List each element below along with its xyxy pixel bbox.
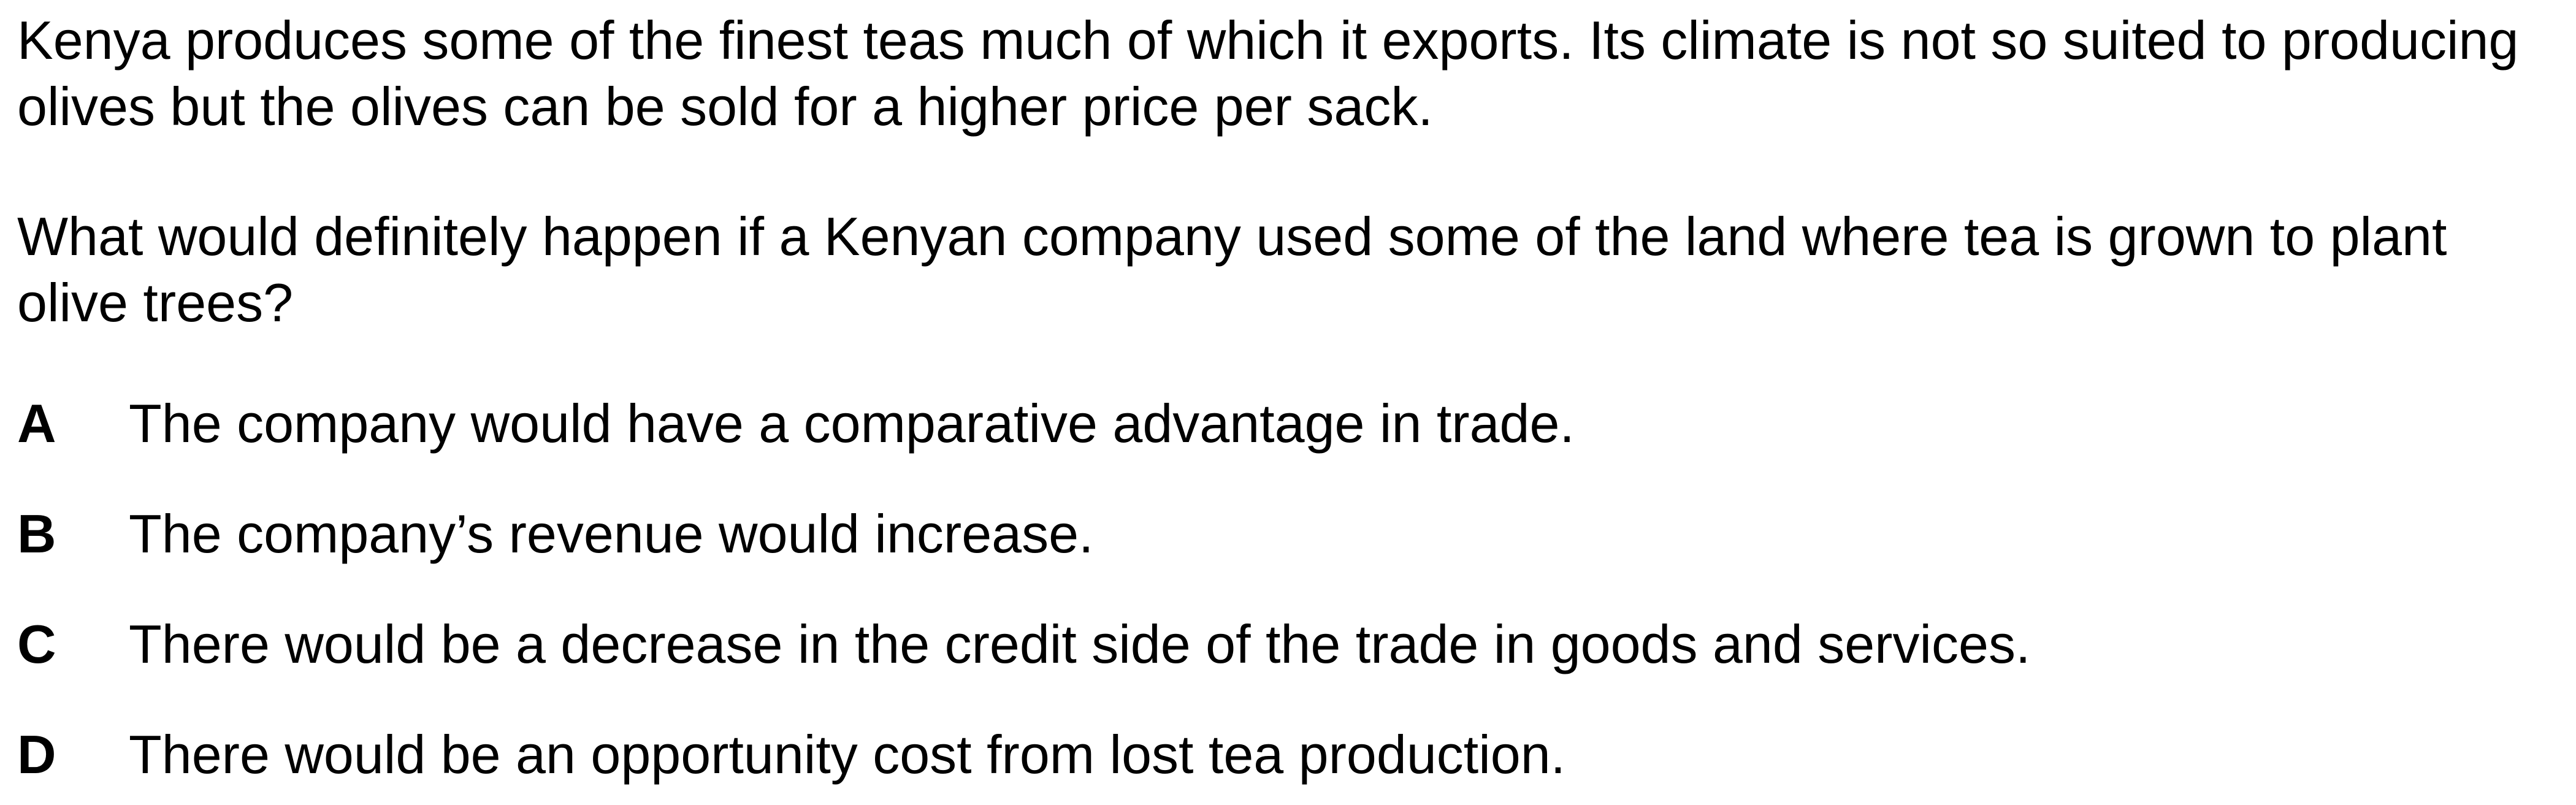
- option-text: The company would have a comparative adv…: [129, 393, 1575, 454]
- option-text: There would be an opportunity cost from …: [129, 724, 1566, 785]
- option-letter: D: [17, 724, 56, 785]
- option-text: There would be a decrease in the credit …: [129, 614, 2031, 674]
- option-letter: A: [17, 393, 56, 454]
- option-a: A The company would have a comparative a…: [17, 391, 2544, 458]
- option-d: D There would be an opportunity cost fro…: [17, 722, 2544, 789]
- option-text: The company’s revenue would increase.: [129, 503, 1094, 564]
- intro-paragraph: Kenya produces some of the finest teas m…: [17, 10, 2519, 137]
- option-c: C There would be a decrease in the credi…: [17, 611, 2544, 679]
- option-b: B The company’s revenue would increase.: [17, 501, 2544, 568]
- question-stem: What would definitely happen if a Kenyan…: [17, 206, 2447, 333]
- question-page: Kenya produces some of the finest teas m…: [17, 0, 2568, 805]
- option-letter: C: [17, 614, 56, 674]
- option-letter: B: [17, 503, 56, 564]
